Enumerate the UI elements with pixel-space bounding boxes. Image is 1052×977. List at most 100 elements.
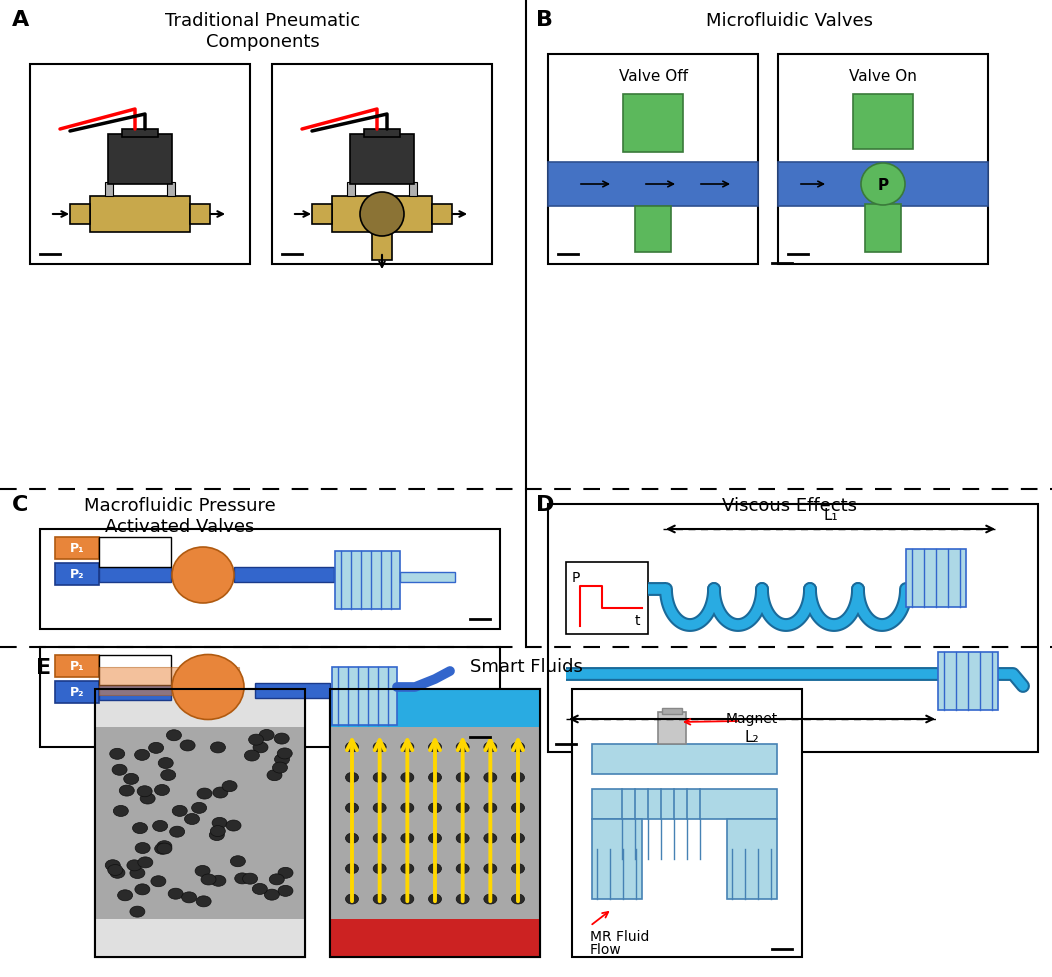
Ellipse shape [401, 894, 413, 904]
Bar [853, 95, 913, 149]
Ellipse shape [158, 758, 174, 769]
Ellipse shape [209, 829, 224, 840]
Text: A: A [12, 10, 29, 30]
Text: Flow: Flow [590, 942, 622, 956]
Bar [330, 690, 540, 957]
Bar [938, 653, 998, 710]
Ellipse shape [373, 773, 386, 783]
Bar [347, 183, 355, 196]
Ellipse shape [110, 868, 125, 878]
Text: MR Fluid: MR Fluid [590, 929, 649, 943]
Ellipse shape [157, 843, 171, 854]
Ellipse shape [457, 803, 469, 813]
Bar [330, 727, 540, 919]
Ellipse shape [511, 864, 525, 873]
Ellipse shape [135, 884, 149, 895]
Bar [108, 135, 171, 185]
Bar [105, 183, 113, 196]
Bar [364, 130, 400, 138]
Ellipse shape [484, 894, 497, 904]
Bar [95, 690, 305, 957]
Bar [99, 685, 171, 701]
Text: P: P [877, 179, 889, 193]
Ellipse shape [457, 743, 469, 752]
Ellipse shape [114, 806, 128, 817]
Ellipse shape [113, 764, 127, 776]
Bar [623, 95, 683, 152]
Ellipse shape [345, 864, 359, 873]
Bar [122, 130, 158, 138]
Ellipse shape [345, 773, 359, 783]
Ellipse shape [484, 743, 497, 752]
Bar [272, 64, 492, 265]
Bar [95, 727, 305, 919]
Ellipse shape [135, 842, 150, 854]
Ellipse shape [272, 762, 287, 773]
Bar [234, 568, 333, 582]
Bar [635, 207, 671, 253]
Bar [906, 549, 966, 608]
Ellipse shape [345, 833, 359, 843]
Bar [70, 205, 90, 225]
Bar [95, 690, 305, 727]
Ellipse shape [428, 803, 442, 813]
Ellipse shape [157, 841, 171, 852]
Bar [40, 530, 500, 629]
Bar [592, 744, 777, 774]
Bar [55, 564, 99, 585]
Ellipse shape [457, 864, 469, 873]
Ellipse shape [484, 803, 497, 813]
Ellipse shape [511, 894, 525, 904]
Bar [332, 667, 397, 725]
Bar [95, 919, 305, 957]
Text: Macrofluidic Pressure
Activated Valves: Macrofluidic Pressure Activated Valves [84, 496, 276, 535]
Ellipse shape [184, 814, 200, 825]
Ellipse shape [428, 833, 442, 843]
Ellipse shape [166, 730, 181, 741]
Bar [332, 196, 432, 233]
Ellipse shape [138, 857, 153, 868]
Ellipse shape [248, 735, 264, 745]
Bar [95, 690, 305, 957]
Ellipse shape [213, 818, 227, 828]
Text: Viscous Effects: Viscous Effects [722, 496, 856, 515]
Bar [255, 683, 330, 699]
Ellipse shape [345, 803, 359, 813]
Bar [432, 205, 452, 225]
Ellipse shape [180, 741, 195, 751]
Ellipse shape [226, 821, 241, 831]
Text: Smart Fluids: Smart Fluids [469, 658, 583, 675]
Ellipse shape [484, 864, 497, 873]
Ellipse shape [210, 743, 225, 753]
Bar [312, 205, 332, 225]
Bar [548, 55, 758, 265]
Ellipse shape [373, 833, 386, 843]
Text: P₂: P₂ [69, 686, 84, 699]
Text: P₁: P₁ [69, 542, 84, 555]
Ellipse shape [171, 547, 234, 604]
Ellipse shape [137, 786, 153, 797]
Ellipse shape [345, 743, 359, 752]
Ellipse shape [135, 749, 149, 760]
Bar [592, 789, 777, 819]
Bar [548, 163, 758, 207]
Ellipse shape [140, 793, 155, 804]
Bar [727, 819, 777, 899]
Bar [335, 551, 400, 610]
Ellipse shape [105, 860, 120, 871]
Bar [330, 919, 540, 957]
Bar [778, 163, 988, 207]
Ellipse shape [484, 833, 497, 843]
Ellipse shape [401, 833, 413, 843]
Ellipse shape [278, 748, 292, 759]
Bar [778, 55, 988, 265]
Ellipse shape [213, 787, 228, 798]
Ellipse shape [124, 774, 139, 785]
Ellipse shape [168, 888, 183, 899]
Ellipse shape [275, 734, 289, 744]
Ellipse shape [457, 894, 469, 904]
Ellipse shape [118, 890, 133, 901]
Ellipse shape [107, 865, 123, 875]
Ellipse shape [129, 868, 145, 878]
Ellipse shape [373, 894, 386, 904]
